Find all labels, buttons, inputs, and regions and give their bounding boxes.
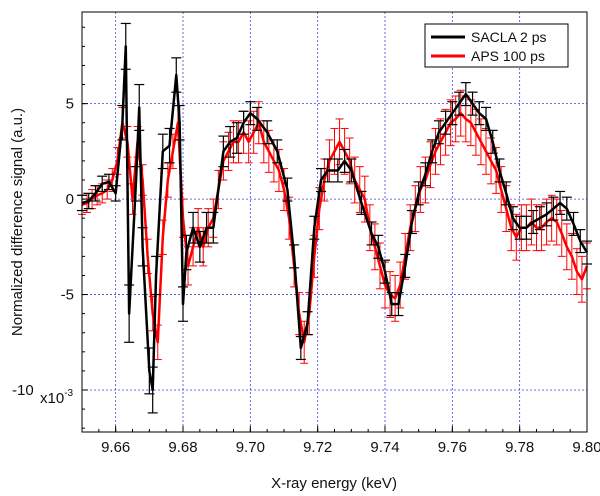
x-tick-label: 9.74 [370, 439, 399, 456]
series-line [81, 45, 589, 392]
legend-label-aps: APS 100 ps [471, 48, 545, 64]
x-tick-label: 9.70 [236, 439, 265, 456]
x-tick-label: 9.76 [438, 439, 467, 456]
x-tick-label: 9.68 [168, 439, 197, 456]
y-tick-label: -10 [12, 382, 34, 399]
legend-label-sacla: SACLA 2 ps [471, 29, 547, 45]
x-axis-title: X-ray energy (keV) [271, 475, 397, 492]
svg-text:x10-3: x10-3 [40, 388, 74, 407]
y-axis-title: Normalized difference signal (a.u.) [9, 108, 26, 336]
legend-box [424, 23, 569, 68]
x-tick-label: 9.80 [572, 439, 600, 456]
x-tick-label: 9.66 [101, 439, 130, 456]
x-axis-ticks: 9.66 9.68 9.70 9.72 9.74 9.76 9.78 9.80 [81, 426, 600, 456]
series-0 [77, 22, 592, 414]
plot-series [77, 22, 592, 414]
y-tick-label: 0 [66, 191, 74, 208]
y-multiplier-label: x10-3 [40, 388, 74, 407]
x-tick-label: 9.72 [303, 439, 332, 456]
y-tick-label: 5 [66, 96, 74, 113]
y-tick-label: -5 [61, 287, 74, 304]
y-multiplier-base: x10 [40, 390, 64, 407]
legend: SACLA 2 ps APS 100 ps [424, 23, 569, 68]
x-tick-label: 9.78 [505, 439, 534, 456]
y-multiplier-exponent: -3 [64, 388, 73, 399]
series-line [81, 111, 589, 344]
y-axis-ticks: -5 0 5 -10 [12, 26, 88, 429]
